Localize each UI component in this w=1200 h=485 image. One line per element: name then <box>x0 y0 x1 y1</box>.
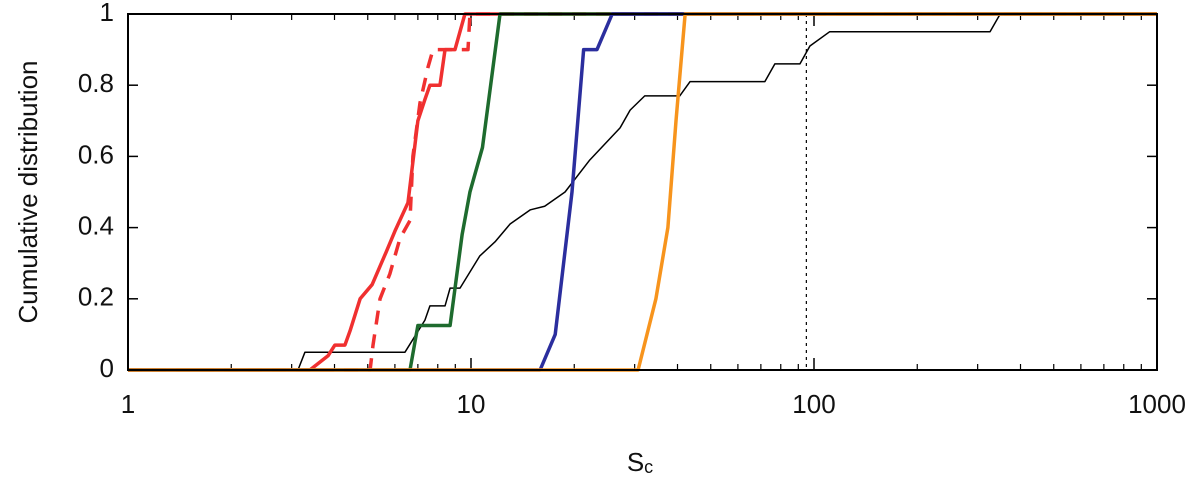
y-tick-label: 0.2 <box>78 282 114 312</box>
series-line <box>128 12 1157 372</box>
series-line <box>128 12 1157 372</box>
x-tick-label: 10 <box>457 389 486 419</box>
x-axis-label-main: S <box>627 447 644 477</box>
series-line <box>128 12 1157 372</box>
series-line <box>128 12 1157 372</box>
x-axis-label-sub: c <box>644 457 653 477</box>
x-tick-label: 1000 <box>1128 389 1186 419</box>
plot-frame <box>127 13 1158 371</box>
x-tick-label: 1 <box>121 389 135 419</box>
y-tick-label: 0.6 <box>78 139 114 169</box>
series-line <box>128 13 1157 371</box>
y-tick-label: 0.4 <box>78 210 114 240</box>
y-tick-label: 1 <box>100 0 114 27</box>
x-tick-label: 100 <box>792 389 835 419</box>
series-line <box>128 12 1157 372</box>
y-tick-label: 0.8 <box>78 68 114 98</box>
y-tick-label: 0 <box>100 353 114 383</box>
y-axis-label: Cumulative distribution <box>13 60 43 323</box>
x-axis-label: Sc <box>627 447 653 477</box>
